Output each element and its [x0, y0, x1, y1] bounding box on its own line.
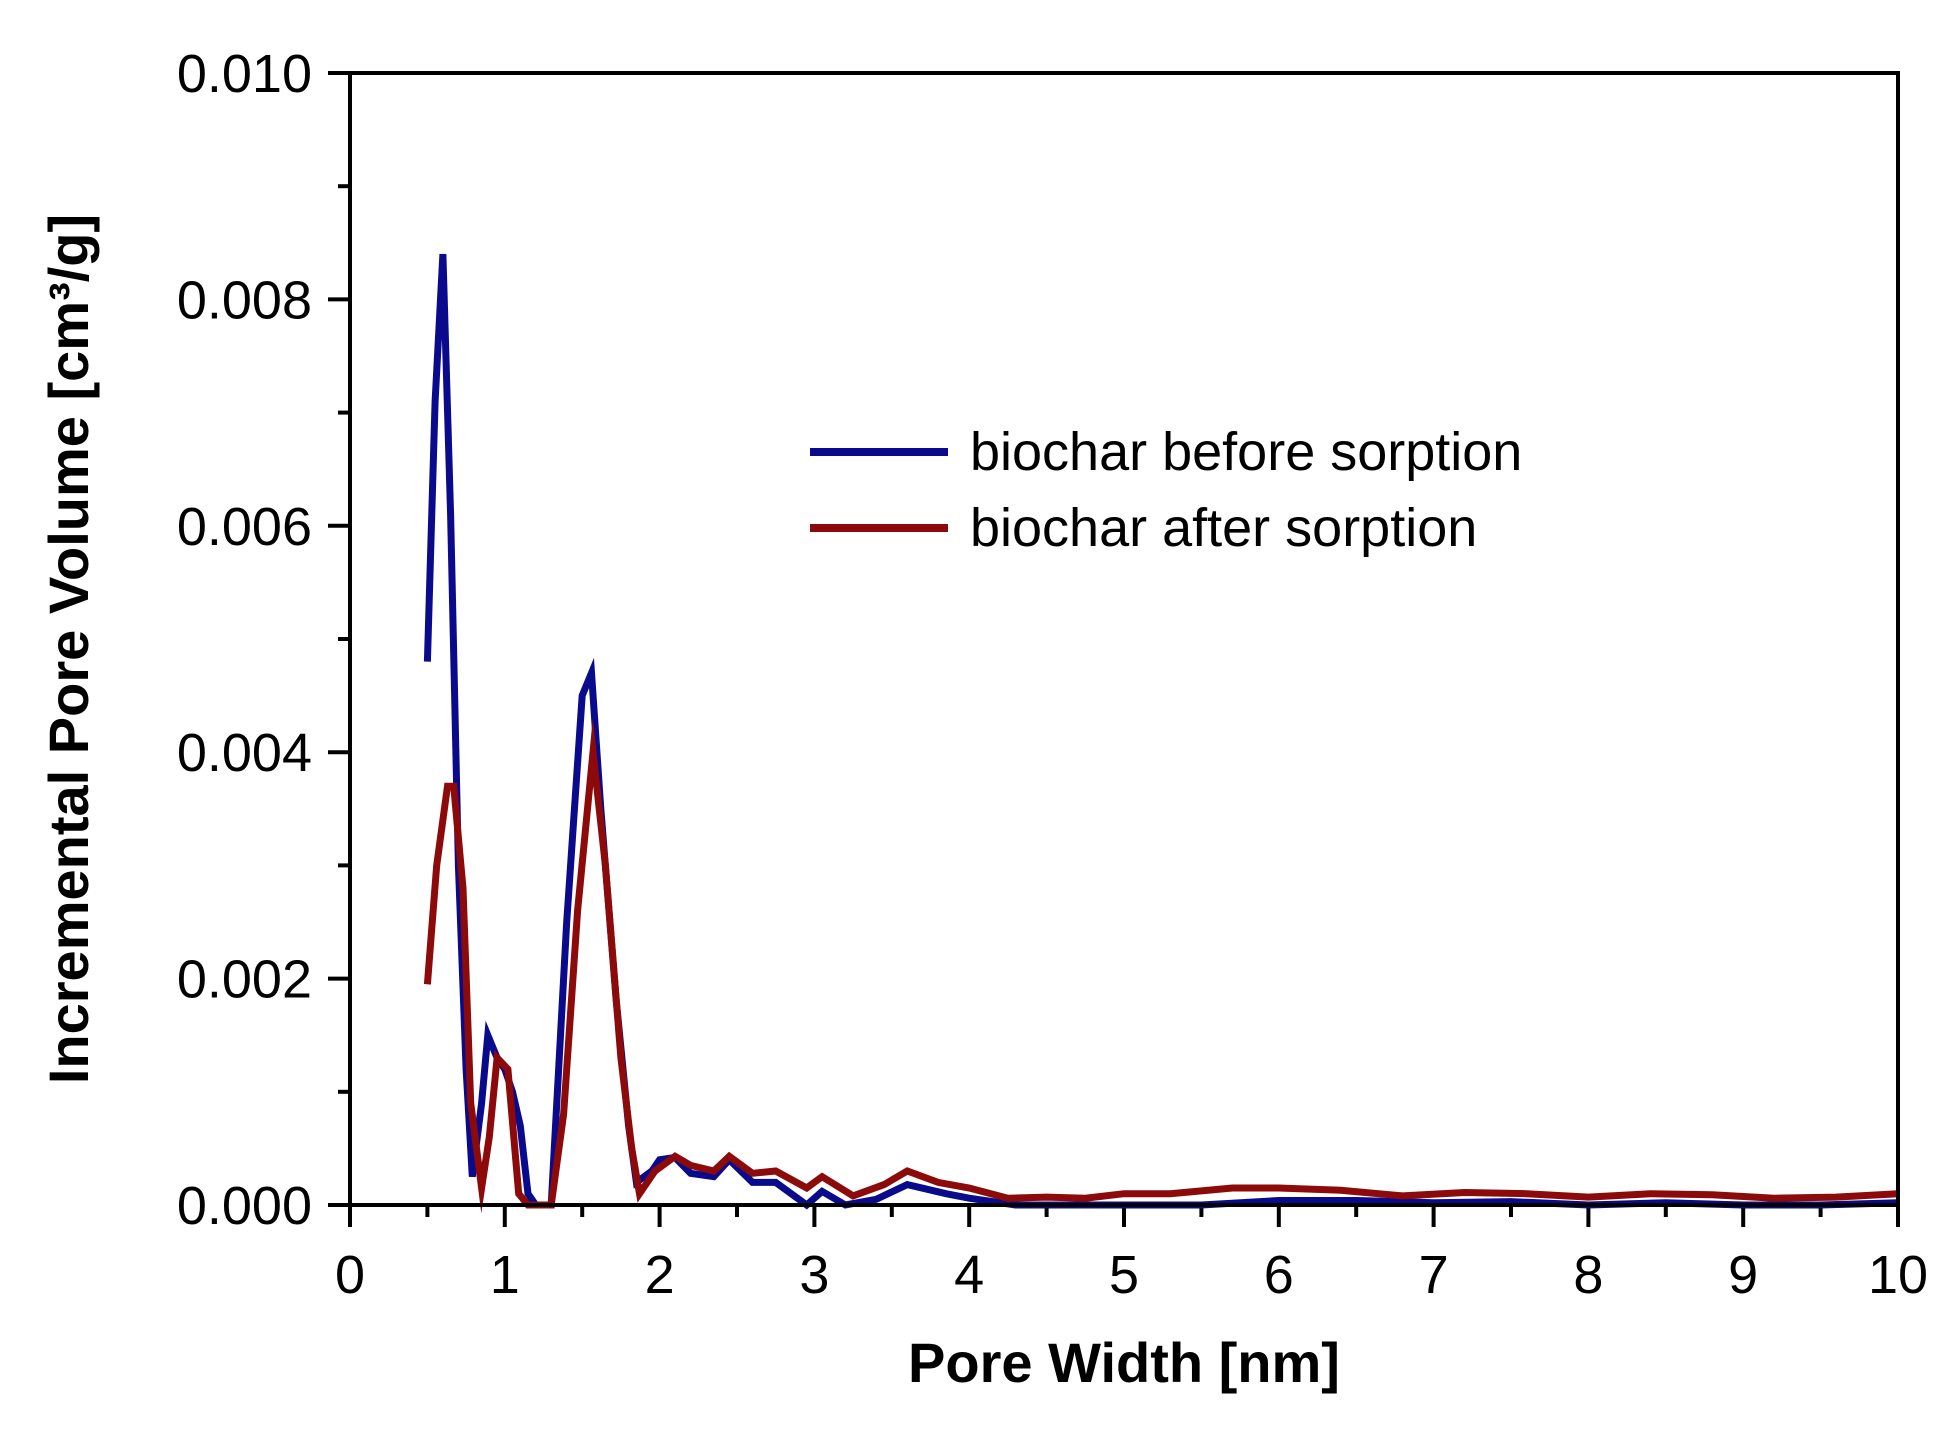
- y-tick-label: 0.010: [177, 44, 312, 104]
- x-tick-label: 3: [799, 1245, 829, 1305]
- legend: biochar before sorption biochar after sor…: [810, 422, 1522, 558]
- x-tick-label: 0: [335, 1245, 365, 1305]
- x-tick-label: 10: [1868, 1245, 1928, 1305]
- x-tick-label: 4: [954, 1245, 984, 1305]
- x-tick-label: 2: [645, 1245, 675, 1305]
- x-tick-label: 1: [490, 1245, 520, 1305]
- series-line-before-sorption: [423, 253, 1899, 1210]
- y-tick-label: 0.006: [177, 497, 312, 557]
- legend-label: biochar before sorption: [970, 422, 1522, 482]
- x-axis-title: Pore Width [nm]: [908, 1331, 1340, 1394]
- x-tick-label: 8: [1573, 1245, 1603, 1305]
- x-tick-labels: 0 1 2 3 4 5 6 7 8 9 10: [335, 1245, 1928, 1305]
- series-layer: [423, 253, 1899, 1214]
- y-tick-label: 0.000: [177, 1176, 312, 1236]
- x-tick-label: 7: [1419, 1245, 1449, 1305]
- series-line-after-sorption: [423, 718, 1899, 1214]
- y-tick-label: 0.002: [177, 950, 312, 1010]
- x-tick-label: 6: [1264, 1245, 1294, 1305]
- y-tick-label: 0.004: [177, 723, 312, 783]
- axis-ticks: [328, 71, 1900, 1227]
- x-tick-label: 9: [1728, 1245, 1758, 1305]
- y-tick-labels: 0.000 0.002 0.004 0.006 0.008 0.010: [177, 44, 312, 1236]
- plot-frame: [348, 71, 1900, 1207]
- y-axis-title: Incremental Pore Volume [cm³/g]: [37, 214, 100, 1084]
- legend-label: biochar after sorption: [970, 498, 1477, 558]
- y-tick-label: 0.008: [177, 270, 312, 330]
- x-tick-label: 5: [1109, 1245, 1139, 1305]
